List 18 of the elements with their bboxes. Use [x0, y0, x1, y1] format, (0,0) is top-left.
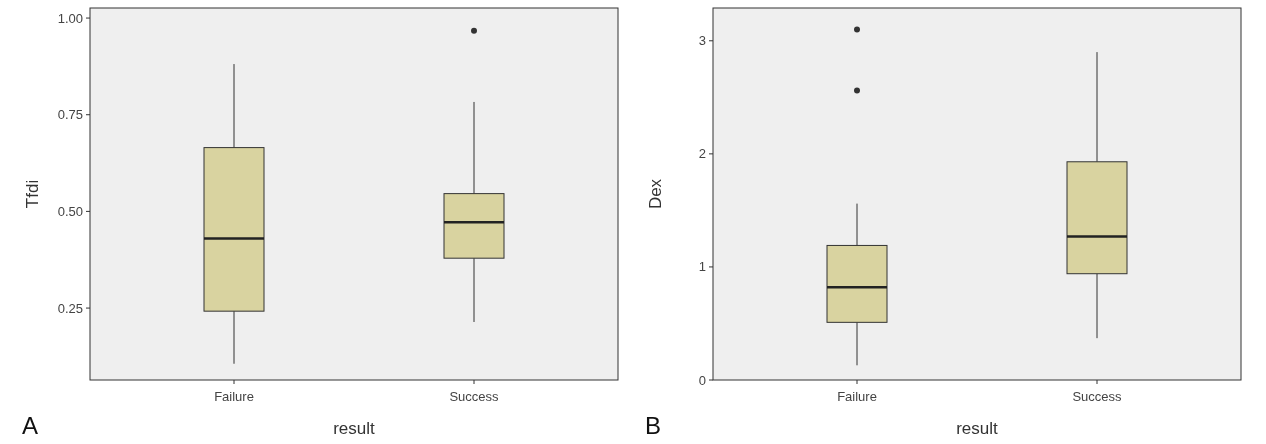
text: B — [645, 412, 662, 439]
y-axis-title: Dex — [646, 178, 665, 210]
y-tick-label: 0.25 — [57, 300, 83, 316]
y-tick-label: 3 — [698, 33, 706, 49]
y-axis-title: Tfdi — [23, 179, 42, 209]
y-tick-label: 1 — [698, 259, 706, 275]
y-tick-label: 2 — [698, 146, 706, 162]
y-tick-label: 1.00 — [57, 10, 83, 26]
x-axis-title: result — [333, 419, 376, 438]
y-tick-label: 0.75 — [57, 107, 83, 123]
x-tick-label: Failure — [837, 389, 877, 404]
x-tick-label: Failure — [214, 389, 254, 404]
x-axis-title: result — [956, 419, 999, 438]
y-tick-label: 0 — [698, 372, 706, 388]
x-tick-label: Success — [449, 389, 500, 404]
y-tick-label: 0.50 — [57, 203, 83, 219]
x-tick-label: Success — [1072, 389, 1123, 404]
text: A — [22, 412, 39, 439]
